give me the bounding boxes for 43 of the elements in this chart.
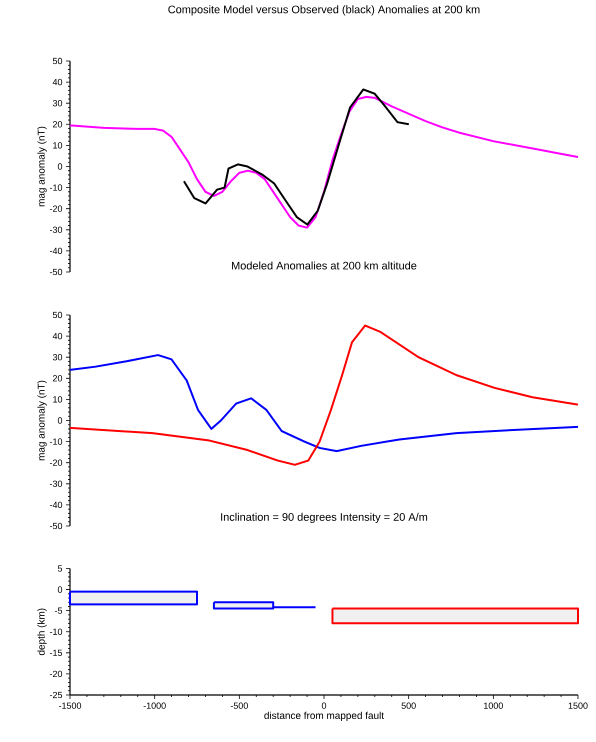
y-tick-label: -10 — [50, 438, 62, 445]
chart-title: Composite Model versus Observed (black) Anomalies at 200 km — [168, 5, 480, 16]
y-tick-label: -20 — [50, 206, 62, 212]
x-tick-label: -1000 — [144, 702, 166, 709]
y-tick-label: -10 — [50, 184, 62, 191]
y-tick-label: 30 — [52, 354, 62, 360]
y-tick-label: 0 — [58, 163, 62, 170]
x-tick-label: 0 — [322, 702, 326, 709]
y-tick-label: -50 — [50, 522, 62, 530]
y-tick-label: -10 — [50, 628, 62, 635]
y-tick-label: -30 — [50, 226, 62, 233]
x-tick-label: -1500 — [58, 702, 82, 709]
y-tick-label: 50 — [52, 58, 62, 64]
y-tick-label: 10 — [53, 142, 62, 149]
y-tick-label: -15 — [50, 650, 62, 656]
y-tick-label: 20 — [52, 121, 62, 128]
x-tick-label: 500 — [402, 702, 416, 709]
chart-title: Inclination = 90 degrees Intensity = 20 A/m — [221, 512, 428, 523]
y-tick-label: 5 — [58, 565, 62, 572]
x-axis-title: distance from mapped fault — [264, 712, 384, 721]
y-tick-label: 30 — [52, 100, 62, 106]
y-tick-label: -40 — [50, 502, 62, 508]
y-tick-label: 0 — [58, 586, 62, 593]
x-tick-label: 1000 — [484, 702, 503, 709]
y-tick-label: -30 — [50, 480, 62, 487]
y-axis-title: mag anomaly (nT) — [37, 126, 47, 206]
x-tick-label: 1500 — [568, 702, 588, 709]
y-tick-label: -40 — [50, 248, 62, 254]
y-tick-label: 50 — [52, 312, 62, 318]
y-tick-label: -5 — [54, 608, 62, 614]
y-tick-label: -20 — [50, 460, 62, 466]
y-tick-label: -50 — [50, 268, 62, 276]
y-tick-label: 0 — [58, 417, 62, 424]
y-tick-label: 40 — [52, 78, 62, 86]
y-tick-label: 40 — [52, 332, 62, 340]
chart-title: Modeled Anomalies at 200 km altitude — [232, 261, 416, 270]
y-axis-title: mag anomaly (nT) — [37, 380, 47, 460]
y-tick-label: -25 — [50, 692, 62, 698]
y-tick-label: -20 — [50, 670, 62, 678]
y-tick-label: 10 — [53, 396, 62, 403]
y-tick-label: 20 — [52, 375, 62, 382]
y-axis-title: depth (km) — [37, 608, 47, 656]
x-tick-label: -500 — [230, 702, 248, 709]
